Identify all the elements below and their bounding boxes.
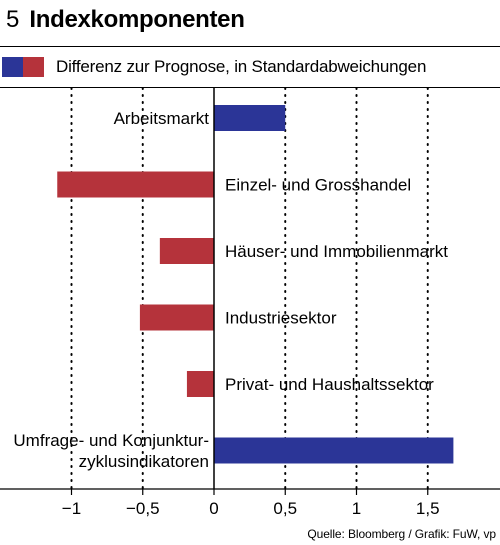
category-label: Häuser- und Immobilienmarkt — [225, 242, 448, 261]
legend-swatch-positive — [2, 57, 23, 77]
x-tick-label: −0,5 — [126, 499, 160, 518]
bar — [186, 371, 214, 397]
figure-number: 5 — [6, 6, 20, 33]
source-note: Quelle: Bloomberg / Grafik: FuW, vp — [307, 527, 496, 541]
x-tick-label: 1,5 — [416, 499, 440, 518]
legend: Differenz zur Prognose, in Standardabwei… — [0, 54, 426, 80]
legend-divider — [0, 87, 500, 88]
chart-title-row: 5 Indexkomponenten — [6, 6, 245, 36]
bar — [139, 304, 214, 331]
x-tick-label: 0,5 — [273, 499, 297, 518]
x-tick-label: 1 — [352, 499, 361, 518]
bar — [159, 238, 214, 264]
legend-label: Differenz zur Prognose, in Standardabwei… — [56, 57, 427, 76]
legend-swatch-negative — [23, 57, 44, 77]
bar — [57, 171, 214, 198]
category-label: Arbeitsmarkt — [114, 109, 210, 128]
legend-swatch — [2, 57, 44, 77]
x-tick-label: −1 — [62, 499, 81, 518]
chart-title: Indexkomponenten — [29, 6, 245, 33]
bar — [214, 105, 286, 131]
bar — [214, 437, 454, 464]
x-tick-label: 0 — [209, 499, 218, 518]
category-label: Umfrage- und Konjunktur- — [13, 431, 209, 450]
category-label: Privat- und Haushaltssektor — [225, 375, 434, 394]
title-divider — [0, 46, 500, 47]
category-label: zyklusindikatoren — [79, 452, 209, 471]
category-label: Industriesektor — [225, 309, 337, 328]
category-label: Einzel- und Grosshandel — [225, 176, 411, 195]
